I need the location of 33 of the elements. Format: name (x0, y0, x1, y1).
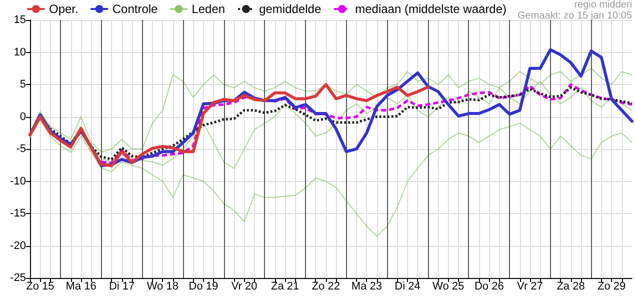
legend-label: Leden (192, 2, 226, 16)
y-tick-label: 15 (14, 14, 26, 26)
legend-label: Controle (112, 2, 158, 16)
x-tick-label: Wo 25 (432, 280, 464, 292)
x-tick-label: Za 21 (271, 280, 300, 292)
legend-label: mediaan (middelste waarde) (355, 2, 507, 16)
legend-label: gemiddelde (259, 2, 322, 16)
x-tick-label: Ma 16 (66, 280, 96, 292)
y-tick-label: 0 (20, 110, 26, 123)
x-tick-label: Zo 29 (598, 280, 626, 292)
x-tick-label: Zo 22 (312, 280, 340, 292)
y-tick-label: -20 (10, 240, 26, 252)
chart-title: regio midden (574, 0, 632, 10)
x-tick-label: Vr 20 (231, 280, 258, 292)
x-tick-label: Wo 18 (146, 280, 178, 292)
line-series (28, 83, 430, 168)
y-tick-label: -5 (16, 143, 26, 155)
x-tick-label: Di 24 (394, 280, 420, 292)
x-tick-label: Vr 27 (517, 280, 543, 292)
y-tick-label: -25 (10, 272, 26, 284)
x-tick-label: Zo 15 (26, 280, 54, 292)
x-tick-label: Do 19 (188, 280, 218, 292)
line-series (100, 83, 634, 164)
y-tick-label: 5 (20, 78, 26, 90)
annotation: Gemaakt: zo 15 jan 10:05 (517, 10, 632, 22)
y-tick-label: -15 (10, 208, 26, 220)
y-tick-label: 10 (14, 46, 26, 58)
legend-label: Oper. (49, 2, 78, 16)
x-tick-label: Ma 23 (351, 280, 382, 292)
x-tick-label: Za 28 (556, 280, 585, 292)
x-tick-label: Do 26 (474, 280, 504, 292)
y-tick-label: -10 (10, 175, 26, 188)
x-tick-label: Di 17 (108, 280, 135, 292)
